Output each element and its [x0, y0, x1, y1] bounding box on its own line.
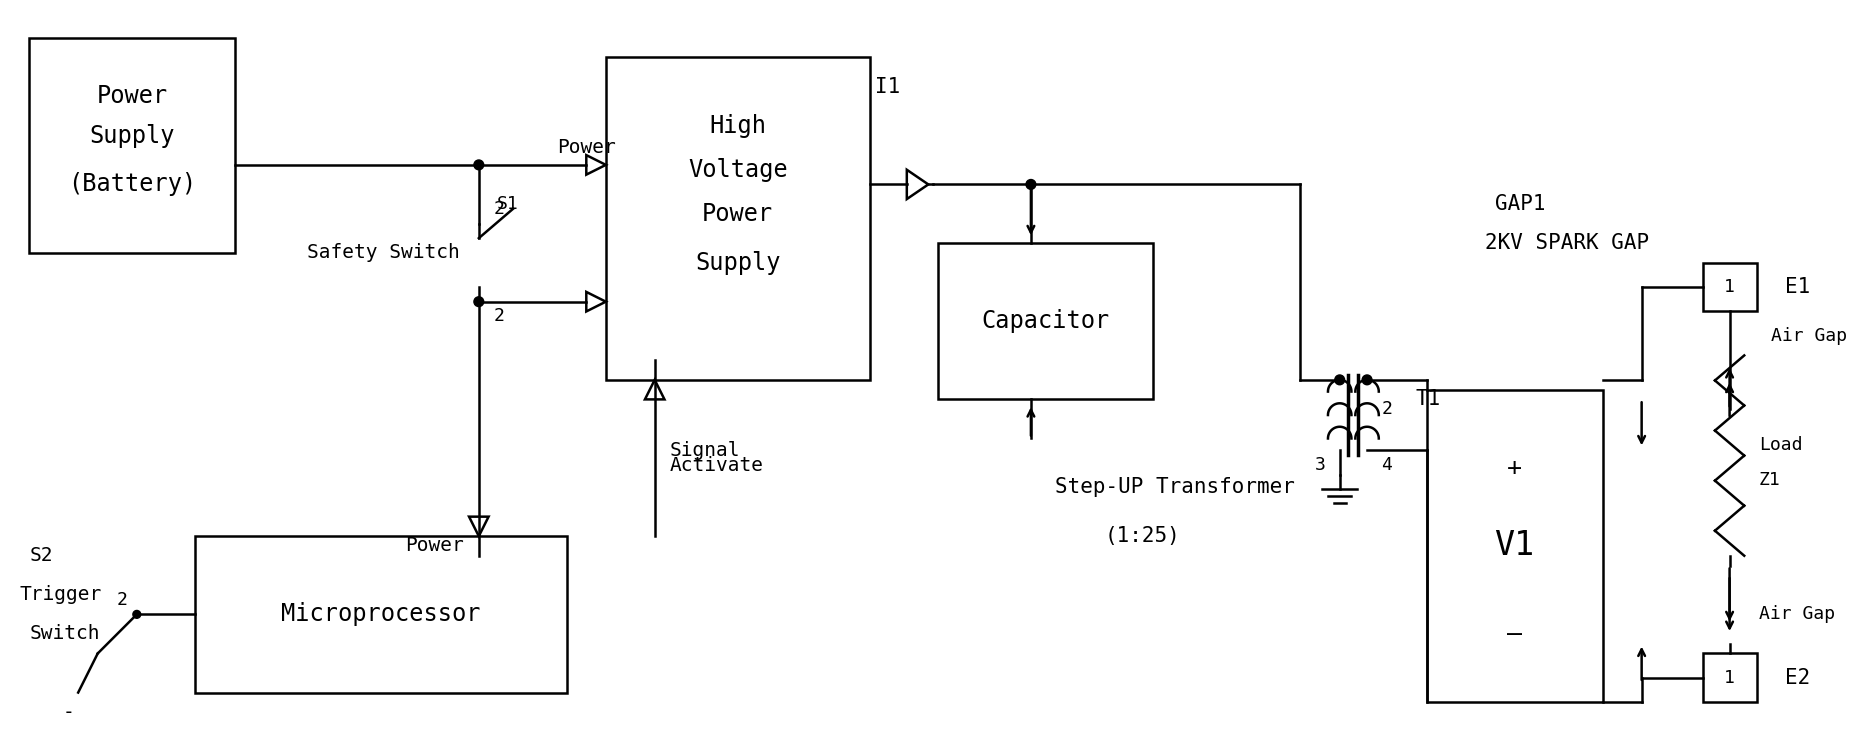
Text: 2: 2: [494, 307, 505, 326]
Text: 4: 4: [1382, 456, 1391, 474]
Text: 1: 1: [1724, 669, 1735, 687]
Text: T1: T1: [1415, 389, 1441, 409]
Text: High: High: [709, 114, 766, 137]
Bar: [1426, 390, 1602, 702]
Text: 1: 1: [1724, 278, 1735, 296]
Text: GAP1: GAP1: [1495, 194, 1545, 214]
Text: Supply: Supply: [89, 123, 174, 148]
Text: Power: Power: [405, 536, 464, 556]
Text: Safety Switch: Safety Switch: [307, 244, 459, 262]
Text: S1: S1: [496, 195, 518, 213]
Text: Microprocessor: Microprocessor: [281, 602, 481, 627]
Text: 3: 3: [1315, 456, 1326, 474]
Text: E2: E2: [1785, 668, 1811, 688]
Bar: [30, 38, 235, 252]
Circle shape: [474, 160, 483, 170]
Text: Switch: Switch: [30, 624, 100, 643]
Text: Voltage: Voltage: [688, 158, 788, 182]
Text: I1: I1: [875, 77, 899, 96]
Bar: [196, 536, 566, 692]
Bar: [605, 58, 870, 380]
Text: V1: V1: [1495, 530, 1536, 562]
Text: Air Gap: Air Gap: [1770, 327, 1846, 345]
Bar: [1704, 263, 1758, 311]
Text: Power: Power: [557, 137, 616, 157]
Text: Air Gap: Air Gap: [1759, 605, 1835, 624]
Text: Z1: Z1: [1759, 471, 1782, 489]
Text: Capacitor: Capacitor: [982, 309, 1110, 333]
Text: 2: 2: [1382, 400, 1391, 418]
Text: Load: Load: [1759, 436, 1802, 454]
Circle shape: [474, 297, 483, 306]
Circle shape: [1027, 179, 1036, 189]
Text: Step-UP Transformer: Step-UP Transformer: [1054, 477, 1295, 498]
Bar: [1704, 654, 1758, 702]
Bar: [938, 243, 1153, 400]
Text: S2: S2: [30, 546, 54, 565]
Text: 2KV SPARK GAP: 2KV SPARK GAP: [1486, 233, 1650, 253]
Circle shape: [1362, 375, 1373, 385]
Text: 2: 2: [117, 591, 128, 609]
Text: 2: 2: [494, 200, 505, 218]
Text: Power: Power: [96, 84, 168, 108]
Text: Signal: Signal: [670, 441, 740, 459]
Text: Supply: Supply: [696, 250, 781, 275]
Text: Power: Power: [703, 202, 773, 226]
Text: (Battery): (Battery): [68, 173, 196, 196]
Text: Trigger: Trigger: [20, 586, 102, 604]
Circle shape: [1336, 375, 1345, 385]
Text: +: +: [1508, 456, 1523, 480]
Text: -: -: [63, 703, 74, 722]
Text: E1: E1: [1785, 277, 1811, 297]
Circle shape: [133, 610, 141, 619]
Text: (1:25): (1:25): [1104, 526, 1180, 546]
Text: Activate: Activate: [670, 456, 764, 475]
Text: –: –: [1508, 622, 1523, 646]
